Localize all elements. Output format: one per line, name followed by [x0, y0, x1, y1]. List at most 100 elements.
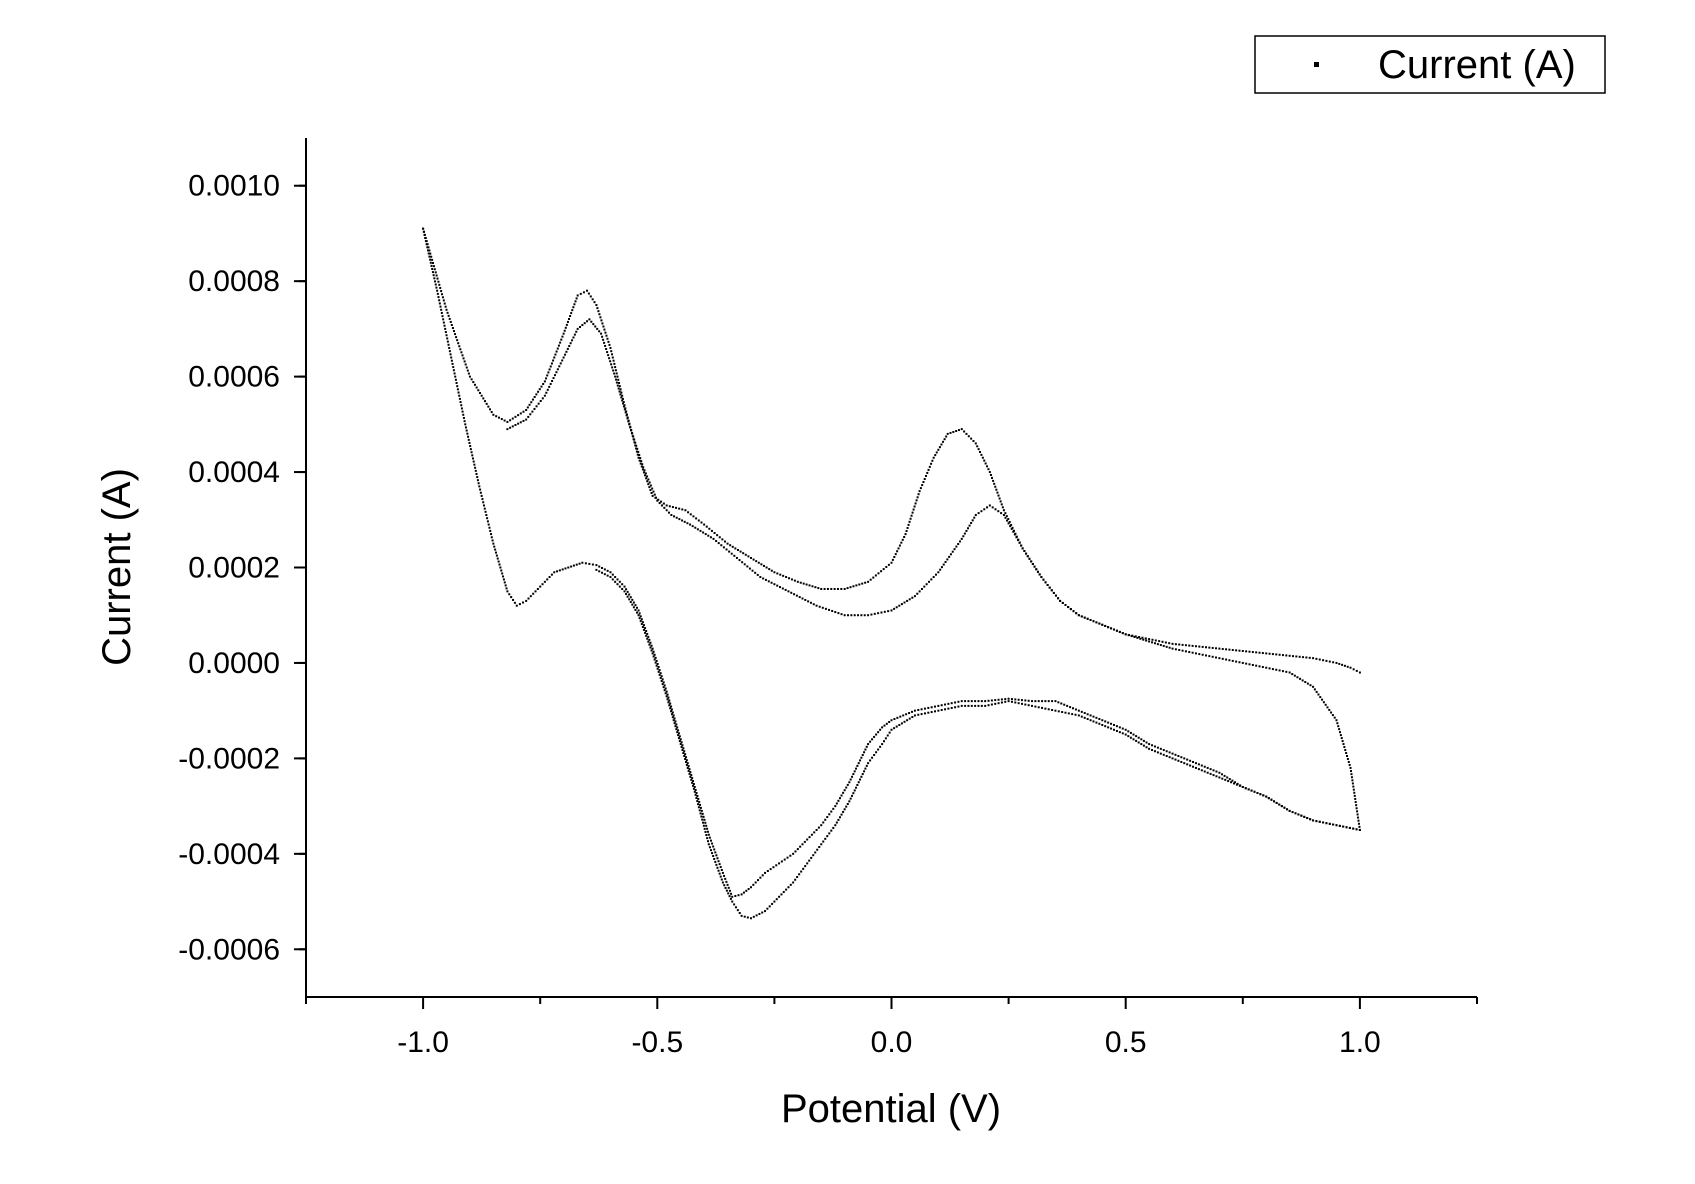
data-point [1041, 706, 1044, 709]
data-point [426, 246, 429, 249]
data-point [1318, 820, 1321, 823]
data-point [1233, 781, 1236, 784]
data-point [1295, 655, 1298, 658]
data-point [1312, 819, 1315, 822]
data-point [1212, 769, 1215, 772]
data-point [1134, 635, 1137, 638]
data-point [749, 917, 752, 920]
data-point [736, 549, 739, 551]
data-point [444, 327, 447, 330]
data-point [1353, 794, 1356, 797]
data-point [452, 369, 455, 372]
data-point [1224, 778, 1227, 781]
data-point [906, 719, 909, 722]
data-point [970, 437, 973, 440]
data-point [997, 698, 1000, 701]
data-point [1352, 788, 1355, 791]
data-point [1352, 668, 1355, 671]
data-point [1205, 654, 1207, 657]
data-point [644, 472, 647, 475]
data-point [689, 523, 692, 526]
data-point [614, 576, 617, 579]
data-point [1275, 653, 1278, 656]
data-point [506, 420, 509, 423]
data-point [793, 579, 796, 582]
data-point [563, 329, 566, 332]
data-point [431, 268, 434, 270]
data-point [647, 478, 650, 481]
data-point [606, 351, 609, 354]
data-point [1328, 822, 1331, 825]
data-point [770, 569, 773, 572]
data-point [940, 566, 943, 569]
data-point [617, 378, 620, 381]
data-point [553, 356, 556, 359]
data-point [806, 862, 809, 865]
data-point [796, 580, 799, 583]
series-trace [422, 227, 1361, 674]
y-tick-label: 0.0000 [188, 647, 280, 680]
data-point [780, 893, 783, 896]
data-point [615, 381, 618, 384]
data-point [773, 900, 776, 903]
data-point [1350, 770, 1352, 773]
data-point [423, 233, 426, 236]
data-point [726, 542, 729, 545]
data-point [905, 530, 908, 533]
data-point [824, 607, 827, 610]
data-point [614, 369, 617, 372]
data-point [614, 580, 617, 583]
data-point [1080, 615, 1083, 618]
data-point [798, 873, 801, 876]
data-point [479, 491, 482, 494]
data-point [651, 647, 654, 650]
data-point [808, 584, 811, 587]
data-point [846, 587, 849, 590]
data-point [852, 792, 855, 795]
data-point [1300, 814, 1303, 817]
data-point [1215, 775, 1218, 778]
data-point [1184, 650, 1187, 653]
data-point [1326, 706, 1329, 709]
data-point [519, 412, 522, 415]
data-point [762, 564, 765, 567]
data-point [618, 585, 621, 588]
data-point [1153, 750, 1156, 753]
data-point [712, 845, 715, 848]
data-point [1034, 705, 1037, 708]
data-point [949, 431, 952, 434]
data-point [887, 563, 890, 566]
data-point [851, 775, 854, 778]
data-point [652, 490, 655, 493]
data-point [489, 408, 492, 411]
data-point [1154, 639, 1157, 642]
data-point [1121, 727, 1124, 730]
data-point [860, 775, 863, 778]
data-point [884, 737, 887, 740]
data-point [548, 368, 551, 371]
data-point [472, 381, 475, 384]
data-point [622, 405, 625, 408]
data-point [850, 614, 853, 617]
data-point [616, 583, 619, 586]
data-point [446, 340, 449, 343]
data-point [852, 773, 855, 776]
data-point [744, 553, 747, 556]
data-point [1028, 557, 1031, 560]
data-point [1124, 728, 1127, 731]
data-point [1324, 703, 1327, 706]
data-point [1180, 760, 1183, 763]
data-point [958, 540, 961, 543]
data-point [734, 547, 737, 550]
data-point [1244, 787, 1247, 790]
data-point [1325, 822, 1328, 825]
data-point [432, 265, 435, 268]
data-point [1221, 647, 1224, 650]
data-point [556, 368, 559, 371]
data-point [650, 491, 653, 494]
data-point [1064, 604, 1067, 606]
data-point [1020, 699, 1023, 702]
data-point [948, 555, 951, 558]
data-point [1285, 654, 1288, 657]
data-point [1347, 760, 1350, 763]
